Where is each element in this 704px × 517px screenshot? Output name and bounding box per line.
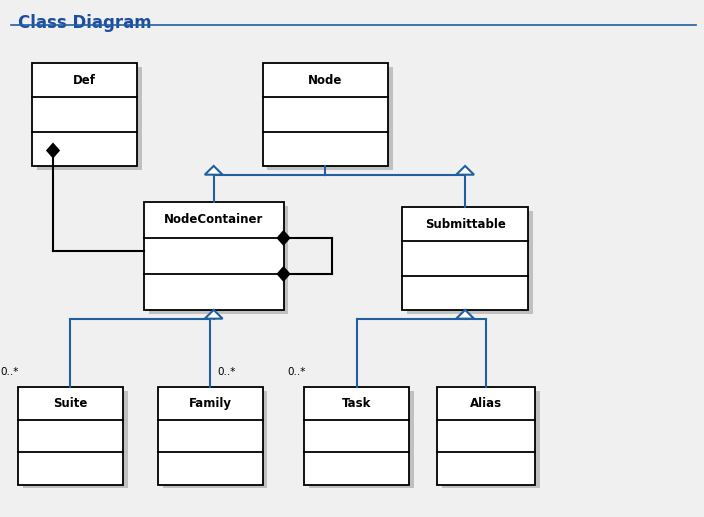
Bar: [309, 391, 414, 489]
Text: Task: Task: [342, 397, 372, 410]
Polygon shape: [456, 310, 474, 318]
Bar: [149, 206, 289, 313]
Bar: [263, 63, 389, 166]
Bar: [407, 210, 533, 313]
Text: 0..*: 0..*: [1, 367, 19, 377]
Bar: [32, 63, 137, 166]
Text: NodeContainer: NodeContainer: [164, 214, 263, 226]
Polygon shape: [277, 267, 289, 281]
Bar: [437, 387, 535, 485]
Bar: [442, 391, 540, 489]
Text: Class Diagram: Class Diagram: [18, 14, 151, 32]
Bar: [402, 207, 528, 310]
Bar: [158, 387, 263, 485]
Bar: [268, 67, 393, 170]
Bar: [304, 387, 409, 485]
Text: Suite: Suite: [54, 397, 88, 410]
Text: Submittable: Submittable: [425, 218, 505, 231]
Bar: [23, 391, 127, 489]
Text: Node: Node: [308, 74, 343, 87]
Polygon shape: [205, 166, 222, 175]
Text: Alias: Alias: [470, 397, 502, 410]
Text: Def: Def: [73, 74, 96, 87]
Bar: [163, 391, 268, 489]
Text: Family: Family: [189, 397, 232, 410]
Bar: [18, 387, 123, 485]
Bar: [144, 202, 284, 310]
Polygon shape: [47, 144, 59, 157]
Polygon shape: [277, 231, 289, 245]
Text: 0..*: 0..*: [287, 367, 306, 377]
Polygon shape: [205, 310, 222, 318]
Text: 0..*: 0..*: [217, 367, 236, 377]
Bar: [37, 67, 142, 170]
Polygon shape: [456, 166, 474, 175]
